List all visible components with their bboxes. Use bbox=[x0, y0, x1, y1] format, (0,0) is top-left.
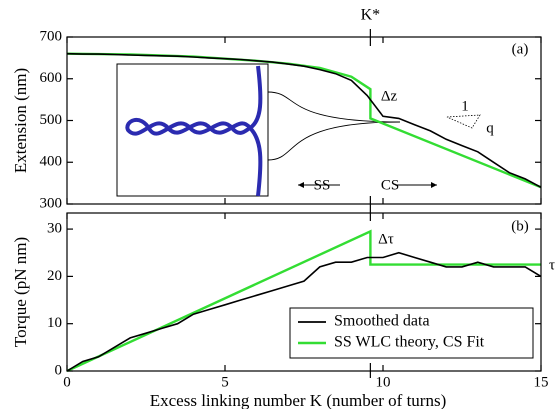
annotation: (a) bbox=[512, 41, 529, 57]
data-line bbox=[66, 251, 542, 372]
annotation: CS bbox=[381, 177, 399, 193]
y-tick-label: 30 bbox=[47, 221, 62, 237]
x-tick-label: 10 bbox=[376, 374, 391, 390]
annotation: SS bbox=[314, 177, 331, 193]
y-tick-label: 10 bbox=[47, 315, 62, 331]
legend-label: Smoothed data bbox=[334, 313, 430, 330]
data-line bbox=[66, 229, 541, 373]
y-tick-label: 400 bbox=[40, 154, 63, 170]
y-tick-label: 600 bbox=[40, 70, 63, 86]
plot-frame bbox=[66, 36, 542, 205]
y-tick-label: 20 bbox=[47, 268, 62, 284]
annotation: τ bbox=[549, 257, 555, 273]
kstar-label: K* bbox=[361, 7, 381, 24]
data-line bbox=[66, 52, 542, 189]
annotation: (b) bbox=[511, 218, 529, 234]
y-tick-label: 0 bbox=[55, 362, 63, 378]
y-tick-label: 300 bbox=[40, 195, 63, 211]
x-tick-label: 15 bbox=[534, 374, 549, 390]
x-tick-label: 5 bbox=[221, 374, 229, 390]
x-axis-label: Excess linking number K (number of turns… bbox=[150, 391, 447, 409]
annotation: q bbox=[486, 120, 494, 136]
x-tick-label: 0 bbox=[63, 374, 71, 390]
inset-cartoon bbox=[116, 63, 481, 197]
annotation: 1 bbox=[461, 98, 469, 114]
y-axis-label: Extension (nm) bbox=[11, 68, 30, 173]
y-axis-label: Torque (pN nm) bbox=[11, 237, 30, 347]
y-tick-label: 500 bbox=[40, 112, 63, 128]
legend-box bbox=[289, 307, 534, 359]
annotation: Δτ bbox=[378, 231, 394, 247]
y-tick-label: 700 bbox=[40, 28, 63, 44]
legend-label: SS WLC theory, CS Fit bbox=[334, 334, 485, 351]
annotation: Δz bbox=[381, 88, 398, 104]
plot-frame bbox=[66, 212, 542, 372]
